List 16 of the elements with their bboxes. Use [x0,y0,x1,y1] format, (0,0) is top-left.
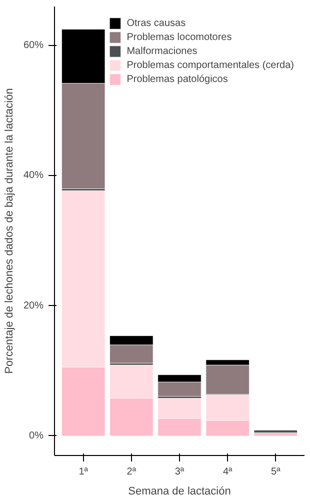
y-axis-title: Porcentaje de lechones dados de baja durante la lactación [3,88,16,374]
x-axis-title: Semana de lactación [128,486,231,498]
x-tick-label: 5ª [271,466,281,478]
y-tick-label: 0% [29,430,44,442]
legend-label: Problemas patológicos [126,73,228,85]
legend-label: Problemas locomotores [126,31,232,43]
x-tick-label: 4ª [222,466,233,478]
legend-label: Otras causas [126,17,186,29]
legend-label: Malformaciones [126,45,198,57]
x-tick-label: 2ª [126,466,136,478]
x-tick-label: 1ª [78,466,88,478]
x-tick-label: 3ª [174,466,184,478]
y-tick-label: 40% [23,170,44,182]
y-tick-label: 60% [23,40,44,52]
legend-label: Problemas comportamentales (cerda) [126,59,294,71]
y-tick-label: 20% [23,300,44,312]
